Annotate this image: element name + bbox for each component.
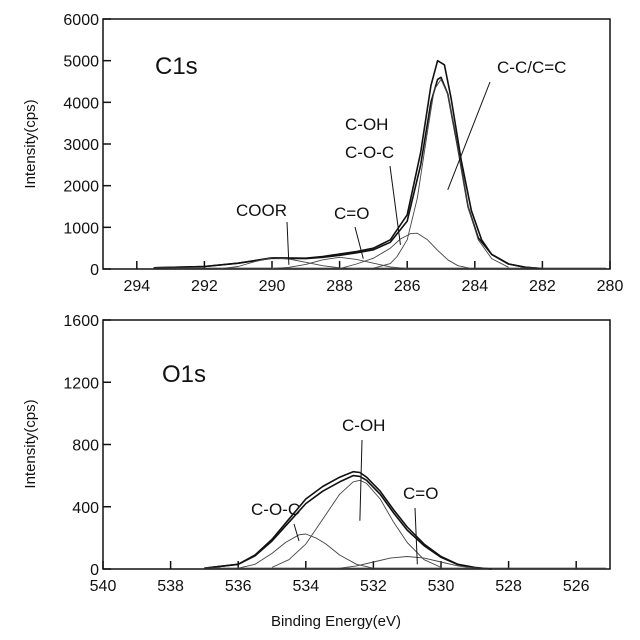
y-tick-label: 0 xyxy=(90,262,99,279)
x-tick-label: 290 xyxy=(259,278,286,295)
c1s-panel-label: C1s xyxy=(155,53,198,80)
o1s-panel-label: O1s xyxy=(162,361,206,388)
annotation-label: C-O-C xyxy=(345,143,394,162)
c1s-y-axis-title: Intensity(cps) xyxy=(22,99,39,188)
y-tick-label: 800 xyxy=(72,438,99,455)
annotation-leader-line xyxy=(355,227,363,259)
x-tick-label: 536 xyxy=(225,578,252,595)
y-tick-label: 4000 xyxy=(63,95,99,112)
x-tick-label: 534 xyxy=(292,578,319,595)
x-tick-label: 284 xyxy=(461,278,488,295)
annotation-label: C=O xyxy=(403,484,438,503)
annotation-label: C-OH xyxy=(345,115,388,134)
x-tick-label: 282 xyxy=(529,278,556,295)
o1s-axis-ticks: 540 538 536 534 532 530 528 526 0 400 800 1200 1600 xyxy=(63,313,589,595)
y-tick-label: 400 xyxy=(72,500,99,517)
x-tick-label: 526 xyxy=(563,578,590,595)
y-tick-label: 1600 xyxy=(63,313,99,330)
annotation-label: C-O-C xyxy=(251,500,300,519)
o1s-x-axis-title: Binding Energy(eV) xyxy=(271,613,401,630)
y-tick-label: 0 xyxy=(90,562,99,579)
y-tick-label: 1000 xyxy=(63,220,99,237)
c1s-axis-ticks: 294 292 290 288 286 284 282 280 0 1000 2000 3000 400… xyxy=(63,12,623,295)
annotation-leader-line xyxy=(294,524,299,541)
y-tick-label: 2000 xyxy=(63,179,99,196)
annotation-label: C=O xyxy=(334,204,369,223)
y-tick-label: 6000 xyxy=(63,12,99,29)
c1s-panel: 294 292 290 288 286 284 282 280 0 1000 2000 3000 400… xyxy=(22,12,623,295)
series-fitted-1 xyxy=(154,77,543,268)
o1s-panel: 540538536534532530528526040080012001600 … xyxy=(22,313,610,630)
series-component-5 xyxy=(373,79,508,268)
c1s-curves xyxy=(154,61,606,269)
series-fitted-1 xyxy=(204,476,491,569)
x-tick-label: 538 xyxy=(157,578,184,595)
annotation-label: C-C/C=C xyxy=(497,58,566,77)
y-tick-label: 5000 xyxy=(63,54,99,71)
x-tick-label: 532 xyxy=(360,578,387,595)
x-tick-label: 286 xyxy=(394,278,421,295)
y-tick-label: 3000 xyxy=(63,137,99,154)
c1s-annotations: C-C/C=C C-OH C-O-C C=O COOR xyxy=(236,58,566,265)
x-tick-label: 528 xyxy=(495,578,522,595)
x-tick-label: 530 xyxy=(428,578,455,595)
x-tick-label: 292 xyxy=(191,278,218,295)
x-tick-label: 280 xyxy=(597,278,624,295)
o1s-plot-frame xyxy=(103,320,610,569)
x-tick-label: 288 xyxy=(326,278,353,295)
annotation-leader-line xyxy=(448,82,490,190)
y-tick-label: 1200 xyxy=(63,375,99,392)
series-envelope-0 xyxy=(154,61,543,269)
x-tick-label: 294 xyxy=(123,278,150,295)
annotation-label: C-OH xyxy=(342,416,385,435)
annotation-label: COOR xyxy=(236,201,287,220)
x-tick-label: 540 xyxy=(90,578,117,595)
o1s-y-axis-title: Intensity(cps) xyxy=(22,399,39,488)
